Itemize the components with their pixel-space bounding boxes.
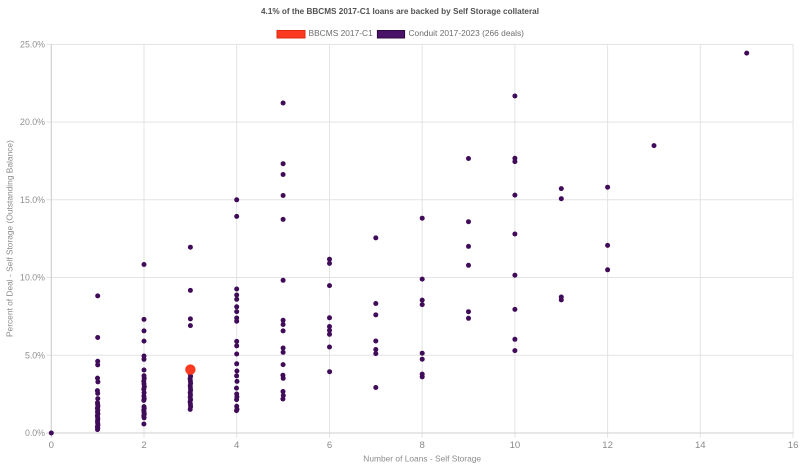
svg-text:25.0%: 25.0%	[20, 39, 45, 49]
svg-text:15.0%: 15.0%	[20, 195, 45, 205]
svg-text:Number of Loans - Self Storage: Number of Loans - Self Storage	[363, 454, 481, 464]
svg-text:16: 16	[788, 440, 799, 451]
svg-text:12: 12	[602, 440, 613, 451]
svg-text:5.0%: 5.0%	[25, 350, 45, 360]
svg-text:0: 0	[49, 440, 54, 451]
svg-text:4: 4	[234, 440, 240, 451]
svg-text:0.0%: 0.0%	[25, 428, 45, 438]
svg-text:14: 14	[695, 440, 706, 451]
svg-text:4.1% of the BBCMS 2017-C1 loan: 4.1% of the BBCMS 2017-C1 loans are back…	[261, 7, 539, 16]
svg-text:6: 6	[327, 440, 332, 451]
svg-text:20.0%: 20.0%	[20, 117, 45, 127]
svg-text:8: 8	[420, 440, 425, 451]
svg-text:10.0%: 10.0%	[20, 273, 45, 283]
svg-text:2: 2	[141, 440, 146, 451]
svg-text:Conduit 2017-2023 (266 deals): Conduit 2017-2023 (266 deals)	[409, 28, 525, 38]
svg-text:10: 10	[510, 440, 521, 451]
svg-text:BBCMS 2017-C1: BBCMS 2017-C1	[309, 28, 374, 38]
svg-text:Percent of Deal - Self Storage: Percent of Deal - Self Storage (Outstand…	[5, 140, 15, 337]
